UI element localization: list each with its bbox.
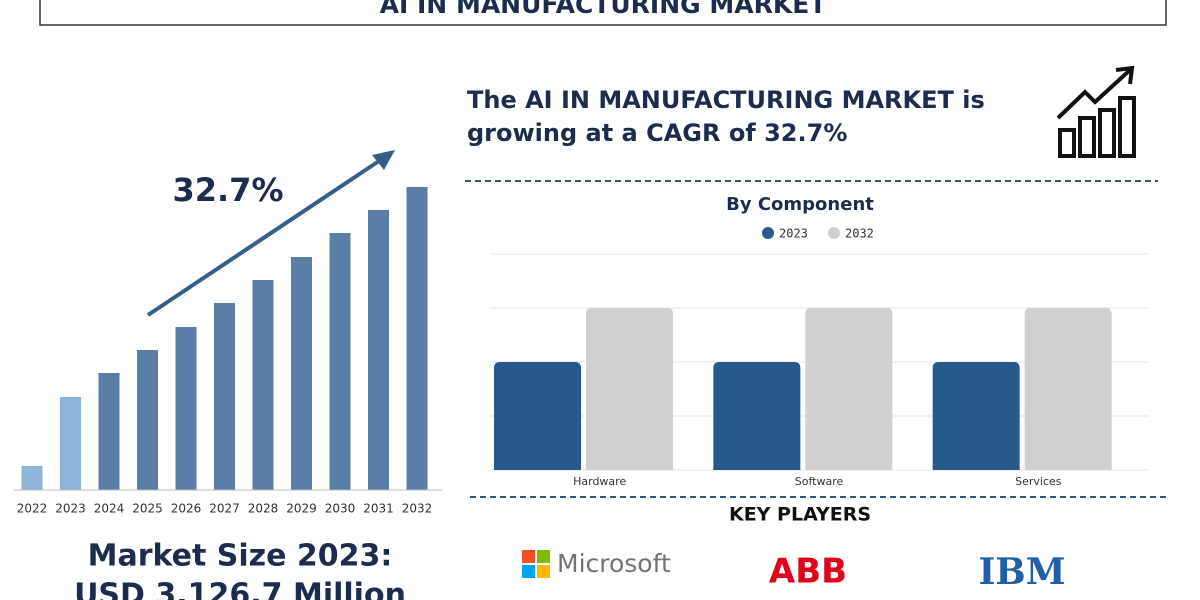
headline: The AI IN MANUFACTURING MARKET is <box>467 86 985 114</box>
legend-marker <box>828 227 840 239</box>
chart-title: By Component <box>726 194 874 215</box>
bar <box>98 373 120 490</box>
legend-label: 2032 <box>845 227 874 241</box>
key-players-title: KEY PLAYERS <box>729 504 871 526</box>
microsoft-logo <box>522 550 550 578</box>
bar <box>175 327 197 490</box>
growth-arrow <box>146 155 387 317</box>
page-title: AI IN MANUFACTURING MARKET <box>380 0 827 19</box>
bar <box>494 362 581 470</box>
player-name: ABB <box>769 552 847 592</box>
x-tick-label: 2026 <box>171 502 202 516</box>
bar <box>329 233 351 490</box>
x-tick-label: 2032 <box>402 502 433 516</box>
x-tick-label: 2023 <box>55 502 86 516</box>
market-size: Market Size 2023: <box>88 539 393 574</box>
bar <box>805 308 893 470</box>
bar <box>60 397 81 490</box>
x-tick-label: 2030 <box>325 502 356 516</box>
arrow-head <box>372 150 395 170</box>
x-tick-label: Services <box>1015 475 1062 488</box>
bar <box>1024 308 1112 470</box>
bar <box>21 466 43 490</box>
x-tick-label: Hardware <box>573 475 626 488</box>
x-tick-label: 2022 <box>17 502 48 516</box>
legend-marker <box>762 227 774 239</box>
legend-label: 2023 <box>779 227 808 241</box>
bar <box>713 362 801 470</box>
market-size: USD 3,126.7 Million <box>74 578 406 600</box>
x-tick-label: 2025 <box>132 502 163 516</box>
growth-icon <box>1056 65 1136 158</box>
x-tick-label: 2028 <box>248 502 279 516</box>
x-tick-label: Software <box>795 475 844 488</box>
bar <box>586 308 673 470</box>
bar <box>137 350 158 490</box>
headline: growing at a CAGR of 32.7% <box>467 119 847 147</box>
bar <box>932 362 1020 470</box>
player-name: IBM <box>978 551 1065 593</box>
annotation: 32.7% <box>172 171 283 209</box>
bar <box>406 187 428 490</box>
bar <box>291 257 312 490</box>
x-tick-label: 2024 <box>94 502 125 516</box>
x-tick-label: 2027 <box>209 502 240 516</box>
title-box <box>39 0 1167 26</box>
x-tick-label: 2031 <box>363 502 394 516</box>
bar <box>368 210 389 490</box>
bar <box>214 303 235 490</box>
player-name: Microsoft <box>557 549 671 578</box>
x-tick-label: 2029 <box>286 502 317 516</box>
bar <box>252 280 274 490</box>
